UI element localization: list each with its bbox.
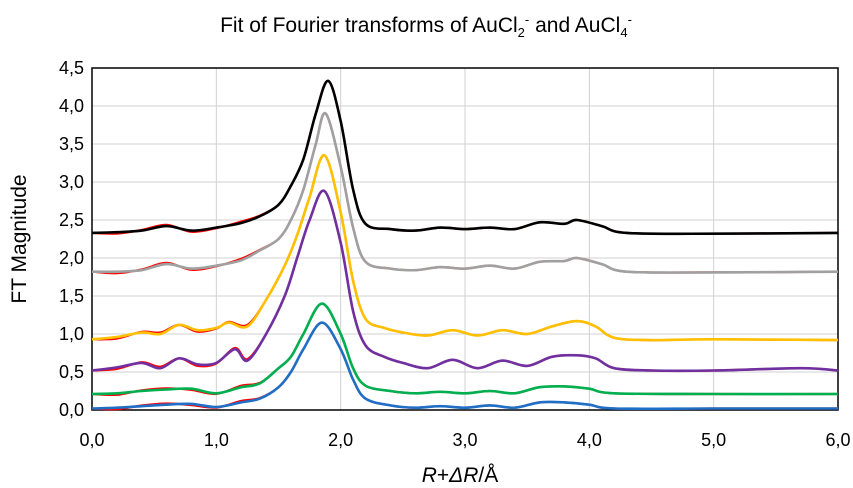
y-tick-label: 4,5 [59,58,84,78]
grid [91,67,839,411]
x-tick-label: 1,0 [204,430,229,450]
x-label-part-3: /Å [478,464,498,487]
x-tick-labels: 0,0 1,0 2,0 3,0 4,0 5,0 6,0 [79,430,850,450]
y-tick-label: 2,0 [59,248,84,268]
data-line-1 [91,111,839,274]
y-tick-label: 0,5 [59,362,84,382]
y-tick-label: 1,5 [59,286,84,306]
title-part-2: - [525,12,529,27]
x-tick-label: 0,0 [79,430,104,450]
y-tick-labels: 0,0 0,5 1,0 1,5 2,0 2,5 3,0 3,5 4,0 4,5 [59,58,84,420]
title-part-5: - [628,12,632,27]
x-tick-label: 5,0 [701,430,726,450]
data-line-0 [91,79,839,236]
x-tick-label: 2,0 [328,430,353,450]
y-tick-label: 1,0 [59,324,84,344]
x-axis-label: R+ΔR/Å [422,464,499,487]
chart-title: Fit of Fourier transforms of AuCl2- and … [220,12,632,40]
y-tick-label: 3,0 [59,172,84,192]
y-tick-label: 0,0 [59,400,84,420]
y-axis-label: FT Magnitude [8,174,31,303]
x-tick-label: 3,0 [452,430,477,450]
plot-frame [91,67,839,411]
title-part-0: Fit of Fourier transforms of AuCl [220,14,518,37]
y-tick-label: 4,0 [59,96,84,116]
data-line-2 [91,154,839,342]
y-tick-label: 3,5 [59,134,84,154]
data-line-5 [91,321,838,411]
x-tick-label: 6,0 [825,430,850,450]
data-line-3 [91,189,839,373]
x-label-part-0: R [422,464,437,487]
y-tick-label: 2,5 [59,210,84,230]
data-line-4 [91,302,839,396]
title-part-3: and AuCl [529,14,620,37]
title-part-4: 4 [620,25,627,40]
x-label-part-1: + [437,464,449,487]
x-label-part-2: ΔR [448,464,478,487]
series-group [91,79,839,411]
x-tick-label: 4,0 [577,430,602,450]
title-part-1: 2 [518,25,525,40]
